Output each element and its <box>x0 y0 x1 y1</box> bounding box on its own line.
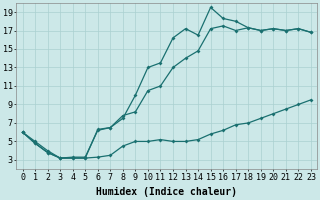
X-axis label: Humidex (Indice chaleur): Humidex (Indice chaleur) <box>96 187 237 197</box>
